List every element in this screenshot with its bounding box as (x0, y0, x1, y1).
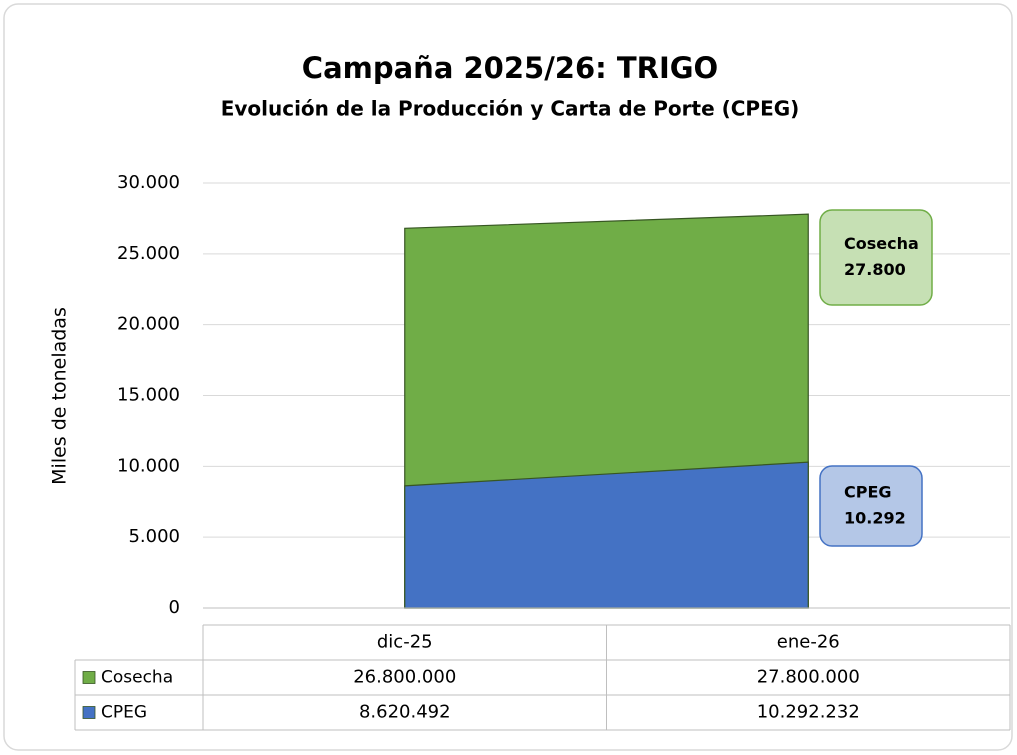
chart-subtitle: Evolución de la Producción y Carta de Po… (221, 97, 800, 121)
y-axis-label: Miles de toneladas (49, 307, 71, 485)
legend-label: CPEG (101, 703, 147, 723)
callout-box (819, 209, 933, 306)
x-tick-label: dic-25 (377, 632, 433, 653)
callout-text: 10.292 (844, 509, 906, 528)
y-tick-label: 0 (169, 597, 180, 618)
area (404, 461, 809, 609)
callout-text: Cosecha (844, 234, 919, 253)
table-value: 10.292.232 (757, 702, 860, 723)
y-tick-label: 30.000 (117, 172, 180, 193)
y-tick-label: 5.000 (128, 526, 180, 547)
callout-text: CPEG (844, 483, 892, 502)
table-value: 27.800.000 (757, 667, 860, 688)
y-tick-label: 20.000 (117, 314, 180, 335)
legend-swatch (82, 671, 96, 684)
y-tick-label: 15.000 (117, 385, 180, 406)
table-value: 8.620.492 (359, 702, 451, 723)
callout-text: 27.800 (844, 260, 906, 279)
legend-label: Cosecha (101, 668, 173, 688)
y-tick-label: 25.000 (117, 243, 180, 264)
chart-title: Campaña 2025/26: TRIGO (302, 51, 718, 85)
x-tick-label: ene-26 (777, 632, 840, 653)
callout-box (819, 465, 923, 547)
legend-swatch (82, 706, 96, 719)
y-tick-label: 10.000 (117, 455, 180, 476)
table-value: 26.800.000 (353, 667, 456, 688)
